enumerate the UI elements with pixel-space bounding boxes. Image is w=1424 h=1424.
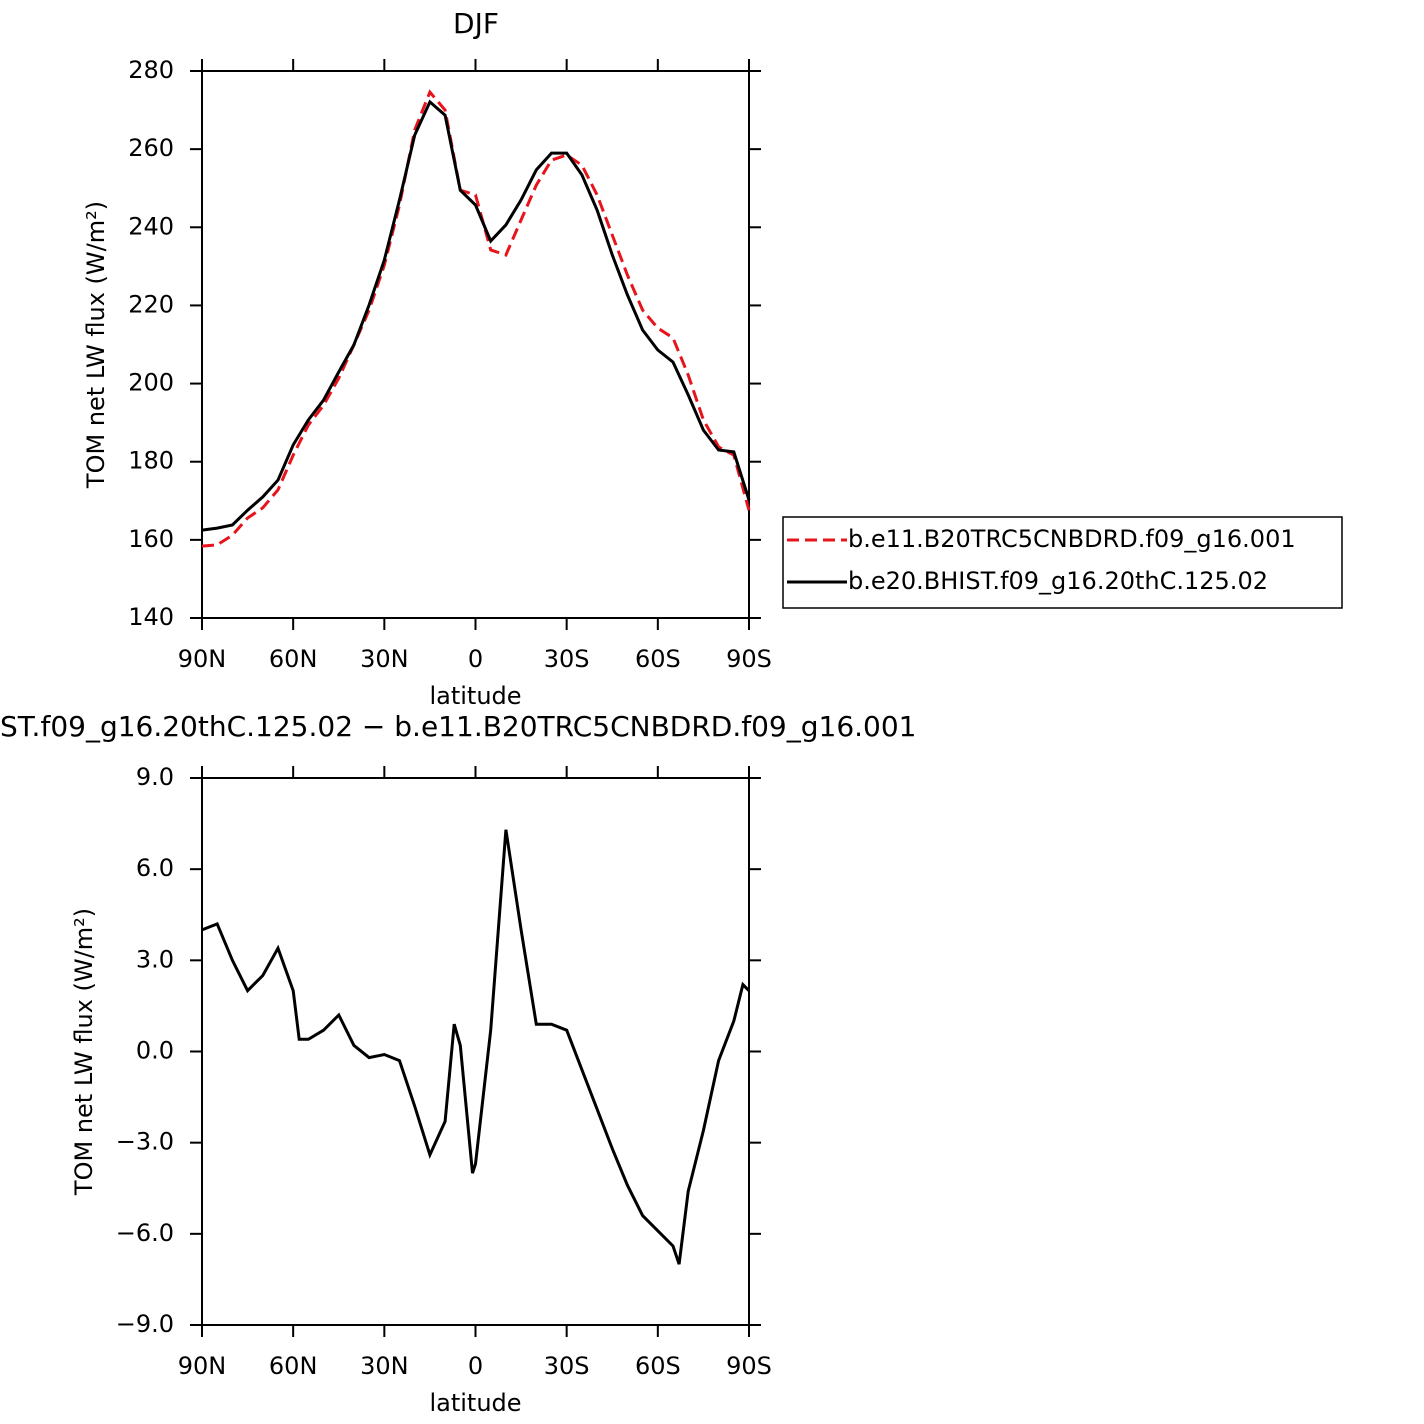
y-tick-label: 160 [128, 525, 174, 553]
x-tick-label: 90N [178, 1352, 227, 1380]
y-tick-label: 3.0 [136, 945, 174, 973]
x-tick-label: 90S [726, 645, 772, 673]
series-line [201, 99, 751, 532]
y-axis-label: TOM net LW flux (W/m²) [82, 201, 110, 489]
legend: b.e11.B20TRC5CNBDRD.f09_g16.001 b.e20.BHI… [782, 516, 1343, 609]
x-tick-label: 60N [269, 645, 318, 673]
x-axis-label: latitude [429, 682, 521, 710]
x-tick-label: 0 [468, 645, 483, 673]
y-tick-label: −6.0 [116, 1219, 174, 1247]
plot-frame [201, 777, 750, 1326]
y-tick-label: 180 [128, 447, 174, 475]
x-axis-label: latitude [429, 1389, 521, 1417]
y-axis-label: TOM net LW flux (W/m²) [70, 908, 98, 1196]
y-tick-label: 240 [128, 212, 174, 240]
x-tick-label: 30N [360, 1352, 409, 1380]
plot-frame [201, 70, 750, 619]
y-tick-label: 9.0 [136, 763, 174, 791]
series-line [201, 89, 751, 548]
legend-label: b.e20.BHIST.f09_g16.20thC.125.02 [848, 567, 1268, 595]
legend-label: b.e11.B20TRC5CNBDRD.f09_g16.001 [848, 525, 1296, 553]
x-tick-label: 30S [544, 1352, 590, 1380]
chart-title: ST.f09_g16.20thC.125.02 − b.e11.B20TRC5C… [0, 710, 917, 743]
x-tick-label: 60N [269, 1352, 318, 1380]
x-tick-label: 30N [360, 645, 409, 673]
x-tick-label: 60S [635, 1352, 681, 1380]
y-tick-label: −3.0 [116, 1128, 174, 1156]
x-tick-label: 30S [544, 645, 590, 673]
y-tick-label: 260 [128, 134, 174, 162]
x-tick-label: 90N [178, 645, 227, 673]
y-tick-label: 280 [128, 56, 174, 84]
y-tick-label: 220 [128, 290, 174, 318]
chart-title: DJF [453, 7, 499, 40]
legend-box [782, 516, 1343, 609]
x-tick-label: 60S [635, 645, 681, 673]
series-line [201, 829, 751, 1265]
y-tick-label: 6.0 [136, 854, 174, 882]
y-tick-label: −9.0 [116, 1310, 174, 1338]
x-tick-label: 90S [726, 1352, 772, 1380]
y-tick-label: 0.0 [136, 1037, 174, 1065]
x-tick-label: 0 [468, 1352, 483, 1380]
y-tick-label: 140 [128, 603, 174, 631]
y-tick-label: 200 [128, 369, 174, 397]
